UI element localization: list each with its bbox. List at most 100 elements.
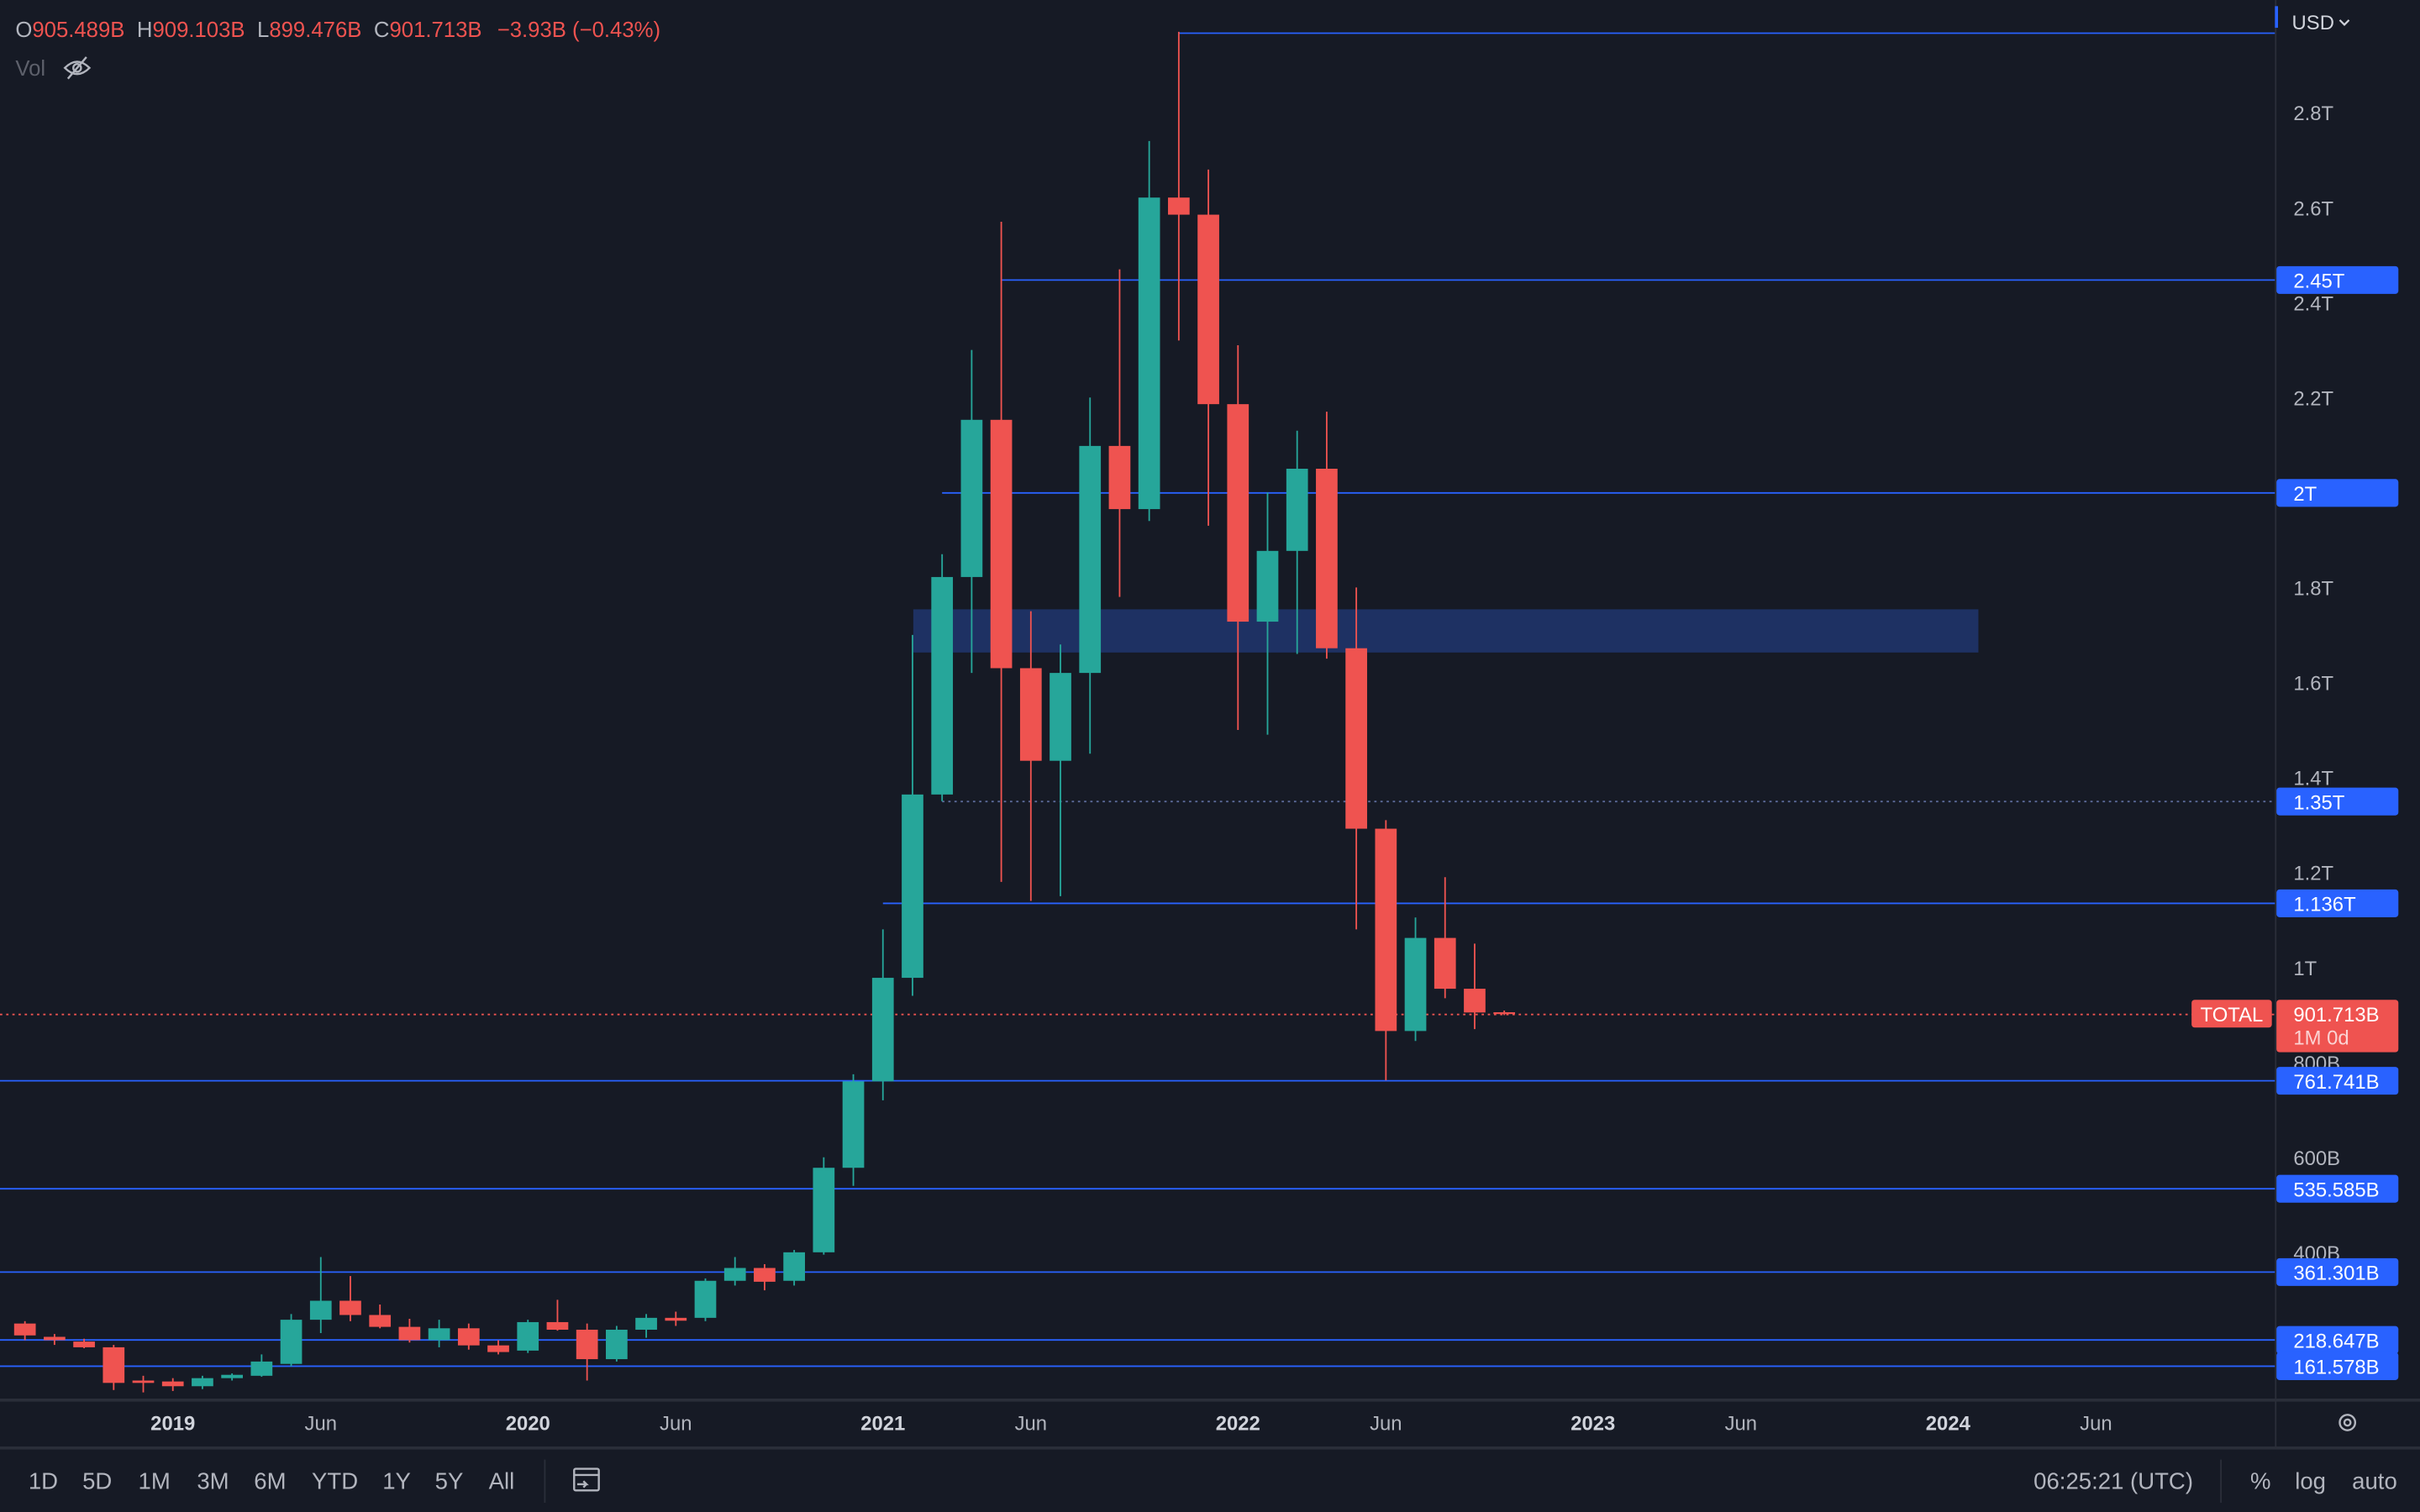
candle-body <box>280 1320 302 1364</box>
percent-toggle[interactable]: % <box>2250 1467 2271 1494</box>
candle[interactable] <box>576 1323 598 1381</box>
candle[interactable] <box>428 1320 450 1347</box>
candle[interactable] <box>73 1338 95 1349</box>
candle[interactable] <box>1227 345 1249 730</box>
candle[interactable] <box>132 1375 155 1393</box>
candle-body <box>369 1315 392 1327</box>
time-label: Jun <box>660 1413 692 1436</box>
candle[interactable] <box>813 1157 835 1255</box>
time-axis[interactable]: 2019 Jun 2020 Jun 2021 Jun 2022 Jun 2023 Jun 2024 J… <box>150 1413 2112 1436</box>
level-label: 761.741B <box>2293 1071 2379 1094</box>
candle[interactable] <box>1375 820 1397 1081</box>
candle[interactable] <box>1050 644 1071 896</box>
candle[interactable] <box>339 1276 361 1321</box>
price-tick: 2.8T <box>2293 102 2333 125</box>
candle[interactable] <box>1493 1011 1516 1016</box>
candle[interactable] <box>842 1074 865 1186</box>
candle[interactable] <box>398 1318 421 1343</box>
candle-body <box>871 978 894 1082</box>
candle-body <box>1138 197 1160 510</box>
candle[interactable] <box>1138 140 1160 522</box>
level-badge <box>2276 889 2399 917</box>
candle[interactable] <box>1404 917 1427 1042</box>
level-label: 2T <box>2293 483 2317 506</box>
clock[interactable]: 06:25:21 (UTC) <box>2033 1467 2193 1494</box>
candle-body <box>1434 937 1456 990</box>
candle-body <box>161 1381 184 1387</box>
candle-body <box>1345 648 1367 829</box>
goto-date-icon[interactable] <box>573 1467 600 1492</box>
range-button-5d[interactable]: 5D <box>82 1467 112 1494</box>
range-button-5y[interactable]: 5Y <box>435 1467 464 1494</box>
candle[interactable] <box>694 1278 717 1321</box>
currency-selector[interactable]: USD <box>2292 12 2334 34</box>
candle[interactable] <box>960 349 983 674</box>
candle[interactable] <box>309 1257 332 1333</box>
auto-toggle[interactable]: auto <box>2352 1467 2397 1494</box>
candle[interactable] <box>902 634 923 996</box>
time-label: Jun <box>1015 1413 1047 1436</box>
candle[interactable] <box>44 1334 66 1346</box>
candle[interactable] <box>1079 397 1102 754</box>
candle[interactable] <box>280 1314 302 1367</box>
candle[interactable] <box>1108 269 1131 597</box>
candle[interactable] <box>1197 169 1219 526</box>
candle[interactable] <box>1256 492 1279 735</box>
candle[interactable] <box>1168 31 1190 341</box>
countdown: 1M 0d <box>2293 1026 2349 1049</box>
level-label: 361.301B <box>2293 1263 2379 1285</box>
chevron-down-icon[interactable] <box>2338 19 2350 26</box>
candle[interactable] <box>546 1299 569 1331</box>
candle[interactable] <box>1019 611 1042 901</box>
candle[interactable] <box>990 222 1013 882</box>
candle[interactable] <box>783 1250 805 1286</box>
candle[interactable] <box>1316 412 1338 659</box>
symbol-badge <box>2191 1000 2272 1028</box>
candle[interactable] <box>754 1263 776 1291</box>
level-label: 161.578B <box>2293 1357 2379 1379</box>
range-button-3m[interactable]: 3M <box>197 1467 229 1494</box>
candle[interactable] <box>1345 587 1367 930</box>
candle[interactable] <box>517 1320 539 1353</box>
level-badge <box>2276 265 2399 294</box>
candle[interactable] <box>606 1326 628 1362</box>
candle[interactable] <box>457 1323 480 1350</box>
zone-rectangle[interactable] <box>913 609 1979 653</box>
candle[interactable] <box>13 1320 36 1341</box>
candle[interactable] <box>103 1345 125 1390</box>
level-badge <box>2276 1326 2399 1354</box>
range-button-ytd[interactable]: YTD <box>312 1467 358 1494</box>
candle[interactable] <box>635 1314 657 1338</box>
candle[interactable] <box>665 1311 687 1326</box>
log-toggle[interactable]: log <box>2295 1467 2326 1494</box>
candle[interactable] <box>487 1340 509 1355</box>
price-tick: 1.6T <box>2293 673 2333 696</box>
candle[interactable] <box>369 1305 392 1329</box>
range-button-6m[interactable]: 6M <box>254 1467 286 1494</box>
candle-body <box>73 1341 95 1347</box>
level-label: 1.136T <box>2293 894 2356 916</box>
candle[interactable] <box>221 1373 243 1381</box>
level-label: 1.35T <box>2293 791 2344 814</box>
range-button-all[interactable]: All <box>489 1467 515 1494</box>
candle[interactable] <box>871 929 894 1100</box>
candle[interactable] <box>250 1354 273 1377</box>
candle-body <box>487 1345 509 1352</box>
range-button-1d[interactable]: 1D <box>29 1467 58 1494</box>
time-label: Jun <box>305 1413 337 1436</box>
eye-off-icon[interactable] <box>63 56 92 80</box>
range-button-1y[interactable]: 1Y <box>382 1467 411 1494</box>
gear-icon[interactable] <box>2338 1414 2357 1431</box>
candle[interactable] <box>1286 430 1308 654</box>
candle[interactable] <box>723 1257 746 1286</box>
candle[interactable] <box>931 554 954 801</box>
time-label: Jun <box>1725 1413 1757 1436</box>
candle[interactable] <box>192 1375 213 1389</box>
candle-body <box>783 1252 805 1281</box>
candle[interactable] <box>1464 943 1486 1030</box>
candle[interactable] <box>161 1378 184 1391</box>
range-button-1m[interactable]: 1M <box>139 1467 171 1494</box>
candle[interactable] <box>1434 877 1456 999</box>
last-price: 901.713B <box>2293 1004 2379 1026</box>
